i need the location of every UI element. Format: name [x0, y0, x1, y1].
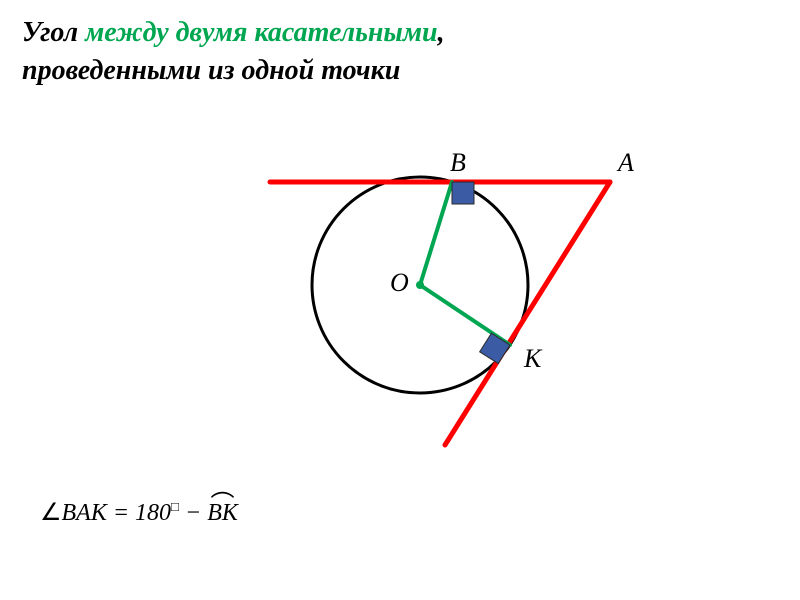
- formula-lhs: BAK: [62, 500, 107, 526]
- right-angle-k: [480, 333, 510, 363]
- center-dot: [416, 281, 424, 289]
- page-title: Угол между двумя касательными, проведенн…: [22, 14, 445, 90]
- tangent-right: [445, 182, 610, 445]
- title-part4: проведенными из одной точки: [22, 55, 400, 86]
- label-o: O: [390, 268, 409, 298]
- label-k: K: [524, 344, 541, 374]
- title-part3: ,: [438, 17, 445, 48]
- label-a: A: [618, 148, 634, 178]
- formula: ∠BAK = 180□ − BK: [40, 498, 238, 527]
- formula-minus: −: [179, 500, 207, 526]
- formula-eq: = 180: [107, 500, 171, 526]
- formula-deg: □: [171, 499, 179, 514]
- formula-arc: BK: [207, 500, 238, 527]
- label-b: B: [450, 148, 466, 178]
- title-accent: между двумя касательными: [85, 17, 438, 48]
- radius-ob: [420, 182, 452, 285]
- angle-symbol: ∠: [40, 500, 62, 526]
- right-angle-b: [452, 182, 474, 204]
- title-part1: Угол: [22, 17, 85, 48]
